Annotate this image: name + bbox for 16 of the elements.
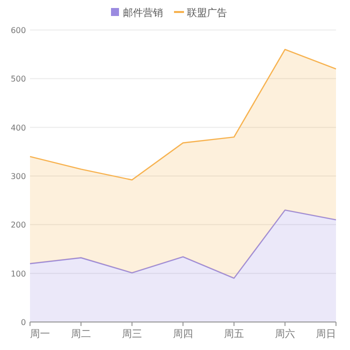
- y-tick-label: 300: [10, 172, 26, 181]
- y-tick-label: 500: [10, 74, 26, 84]
- y-tick-label: 600: [10, 26, 26, 35]
- x-tick-label: 周二: [71, 329, 91, 340]
- x-tick-label: 周日: [316, 329, 336, 340]
- legend-label: 邮件营销: [123, 7, 163, 19]
- x-tick-label: 周一: [30, 329, 50, 340]
- y-tick-label: 100: [10, 269, 26, 278]
- legend-label: 联盟广告: [187, 7, 227, 19]
- x-tick-label: 周五: [224, 329, 244, 340]
- x-tick-label: 周三: [122, 329, 142, 340]
- x-tick-label: 周六: [275, 328, 295, 340]
- y-tick-label: 200: [10, 220, 26, 230]
- x-tick-label: 周四: [173, 329, 193, 340]
- y-tick-label: 0: [20, 318, 26, 327]
- y-tick-label: 400: [10, 123, 26, 132]
